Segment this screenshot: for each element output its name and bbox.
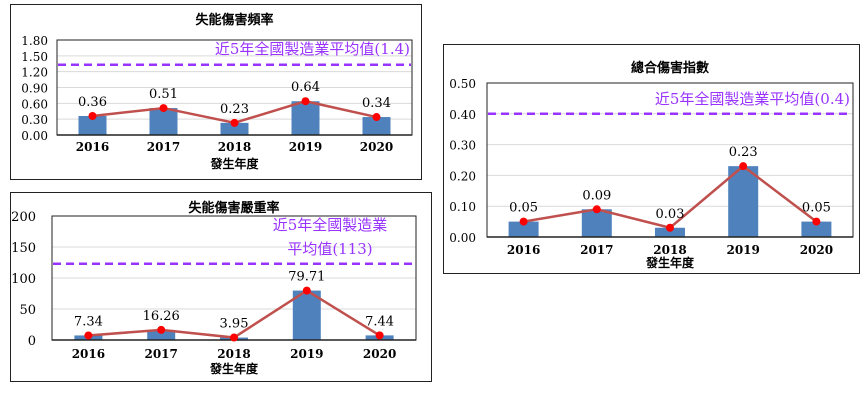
data-label: 3.95	[220, 317, 249, 332]
bar	[581, 209, 612, 237]
line-marker	[88, 112, 97, 120]
bar	[292, 290, 321, 340]
y-tick-label: 1.50	[21, 50, 48, 64]
reference-label: 平均值(113)	[287, 240, 372, 258]
x-axis-title: 發生年度	[645, 255, 695, 270]
bar	[801, 221, 832, 237]
data-label: 79.71	[288, 270, 325, 285]
data-label: 16.26	[143, 309, 180, 324]
data-label: 0.36	[78, 95, 107, 110]
x-axis-title: 發生年度	[209, 156, 259, 171]
y-tick-label: 0	[28, 334, 36, 349]
y-tick-label: 1.20	[21, 66, 48, 80]
line-marker	[592, 205, 601, 214]
x-tick-label: 2016	[72, 347, 105, 361]
x-tick-label: 2019	[726, 243, 759, 257]
data-label: 0.23	[729, 145, 758, 160]
line-marker	[301, 97, 310, 106]
x-tick-label: 2019	[290, 347, 323, 361]
y-tick-label: 100	[11, 272, 36, 287]
x-tick-label: 2018	[217, 347, 250, 361]
x-tick-label: 2020	[360, 140, 393, 154]
bar	[291, 101, 320, 135]
line-marker	[666, 223, 674, 232]
y-tick-label: 150	[11, 241, 36, 256]
y-tick-label: 0.20	[449, 169, 476, 183]
chart-severity-rate	[10, 192, 432, 382]
y-tick-label: 0.30	[21, 113, 48, 127]
reference-label: 近5年全國製造業平均值(1.4)	[215, 40, 410, 58]
y-tick-label: 0.10	[449, 200, 476, 214]
x-tick-label: 2016	[76, 140, 109, 154]
data-label: 7.34	[74, 314, 103, 329]
bar	[149, 108, 178, 135]
chart-frequency-rate	[10, 4, 422, 180]
data-label: 0.05	[509, 201, 538, 216]
x-tick-label: 2016	[507, 243, 540, 257]
chart-title: 失能傷害頻率	[195, 12, 273, 28]
bar	[78, 116, 107, 135]
x-tick-label: 2017	[144, 347, 177, 361]
x-tick-label: 2017	[580, 243, 613, 257]
bar	[728, 166, 759, 237]
line-marker	[302, 286, 311, 295]
reference-label: 近5年全國製造業	[273, 216, 388, 234]
y-tick-label: 0.60	[21, 97, 48, 111]
bar	[508, 221, 539, 237]
data-label: 0.51	[149, 87, 178, 102]
bar	[655, 227, 685, 237]
x-axis-title: 發生年度	[209, 361, 259, 376]
line-marker	[230, 118, 239, 127]
data-label: 0.64	[291, 80, 320, 95]
line-marker	[375, 331, 384, 340]
data-label: 0.09	[582, 188, 611, 203]
data-label: 0.03	[656, 207, 685, 222]
bar	[147, 329, 176, 340]
x-tick-label: 2020	[800, 243, 833, 257]
line-marker	[812, 217, 821, 226]
y-tick-label: 0.30	[449, 139, 476, 153]
y-tick-label: 1.80	[21, 34, 48, 48]
data-label: 7.44	[365, 314, 394, 329]
bar	[220, 122, 249, 135]
data-label: 0.34	[362, 96, 391, 111]
y-tick-label: 0.00	[21, 129, 48, 143]
reference-label: 近5年全國製造業平均值(0.4)	[655, 90, 850, 108]
x-tick-label: 2020	[363, 347, 396, 361]
y-tick-label: 0.50	[449, 77, 476, 91]
y-tick-label: 50	[19, 303, 36, 318]
y-tick-label: 0.40	[449, 108, 476, 122]
line-marker	[157, 325, 166, 334]
x-tick-label: 2019	[289, 140, 322, 154]
line-marker	[519, 217, 528, 226]
bar	[362, 117, 391, 135]
line-marker	[159, 104, 168, 113]
x-tick-label: 2018	[218, 140, 251, 154]
chart-title: 失能傷害嚴重率	[188, 200, 279, 216]
x-tick-label: 2018	[653, 243, 686, 257]
chart-title: 總合傷害指數	[631, 60, 709, 76]
data-label: 0.05	[802, 201, 831, 216]
y-tick-label: 0.90	[21, 82, 48, 96]
data-label: 0.23	[220, 102, 249, 117]
y-tick-label: 0.00	[449, 231, 476, 245]
line-marker	[739, 162, 748, 171]
x-tick-label: 2017	[147, 140, 180, 154]
line-marker	[84, 331, 93, 340]
line-marker	[230, 333, 238, 342]
line-marker	[372, 113, 381, 122]
y-tick-label: 200	[11, 210, 36, 225]
